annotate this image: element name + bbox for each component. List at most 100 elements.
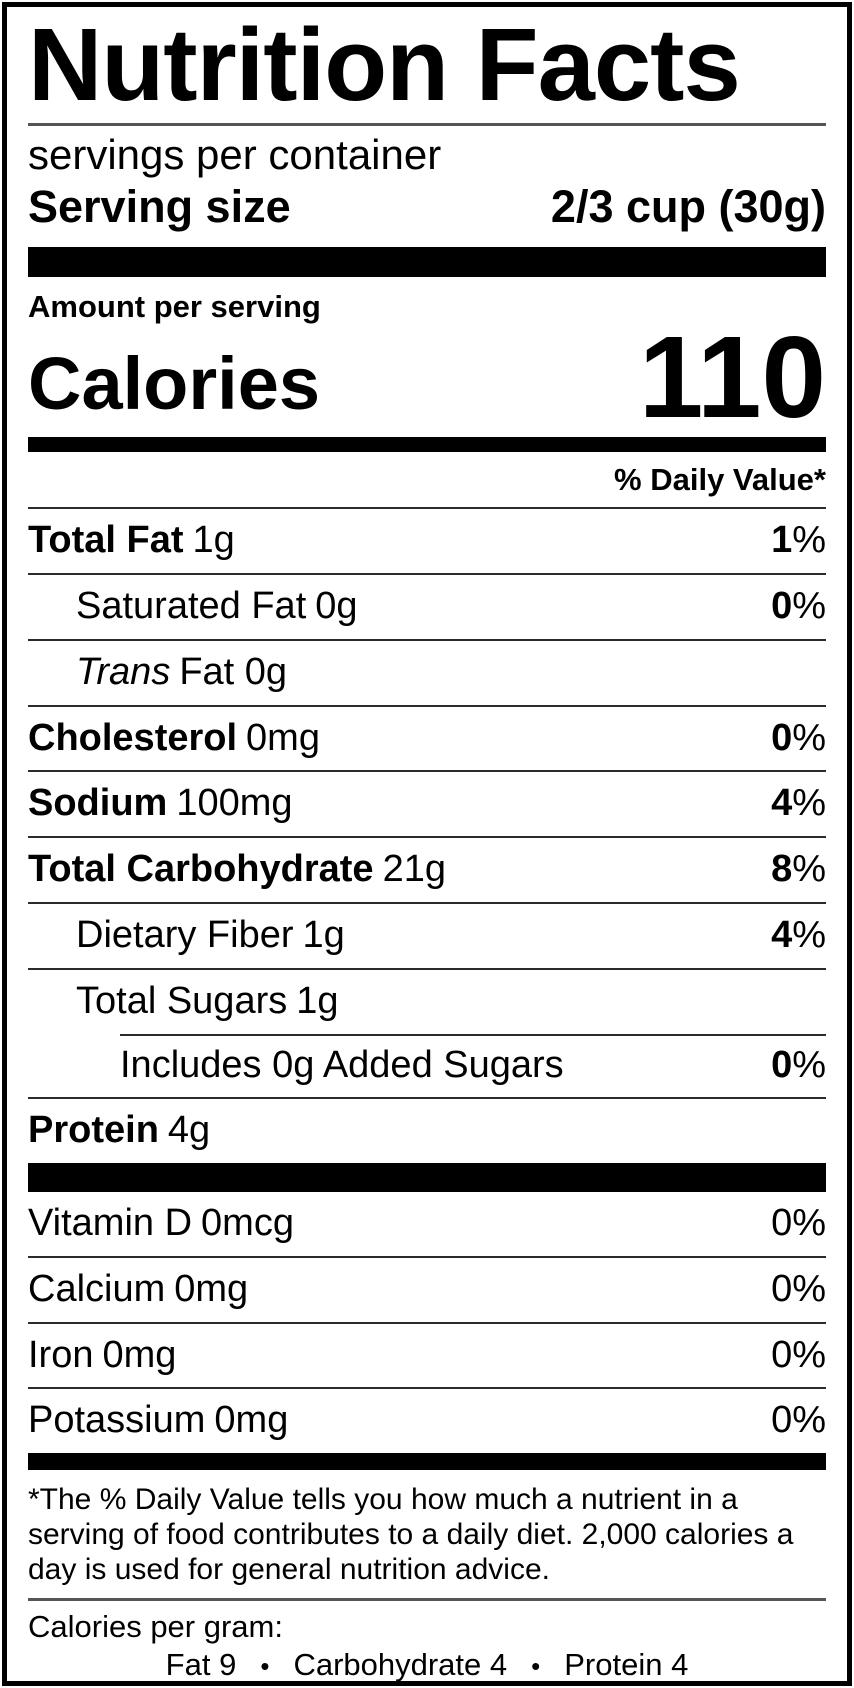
thick-divider-bar-protein <box>28 1163 826 1193</box>
nutrient-text: Saturated Fat 0g <box>76 584 358 628</box>
dv-number: 1 <box>771 519 793 562</box>
dv-number: 0 <box>771 1399 793 1442</box>
vitamin-row-iron: Iron 0mg 0% <box>28 1321 826 1388</box>
daily-value-percent: 0% <box>771 1043 826 1087</box>
daily-value-percent: 1% <box>771 519 826 562</box>
daily-value-percent: 0% <box>771 584 826 628</box>
dv-percent-sign: % <box>792 519 826 562</box>
nutrient-row-protein: Protein 4g <box>28 1097 826 1163</box>
bullet-separator: • <box>531 1651 541 1682</box>
nutrient-text: Total Fat 1g <box>28 519 235 562</box>
dv-percent-sign: % <box>792 1202 826 1245</box>
daily-value-percent: 0% <box>771 1267 826 1311</box>
nutrient-name: Sodium <box>28 782 168 825</box>
nutrient-name: Protein <box>28 1109 159 1152</box>
daily-value-header: % Daily Value* <box>614 462 826 498</box>
nutrient-text: Sodium 100mg <box>28 782 293 825</box>
cpg-item-carbohydrate: Carbohydrate 4 <box>293 1647 508 1683</box>
nutrient-amount: 0mcg <box>201 1202 294 1245</box>
nutrient-row-sodium: Sodium 100mg 4% <box>28 770 826 836</box>
dv-number: 0 <box>771 716 793 759</box>
nutrient-text: Potassium 0mg <box>28 1400 288 1442</box>
nutrient-text: Total Sugars 1g <box>76 979 339 1023</box>
nutrient-name: Trans <box>76 650 171 693</box>
nutrient-amount: 0g <box>315 584 358 627</box>
dv-number: 0 <box>771 584 793 627</box>
calories-per-gram-label: Calories per gram: <box>28 1609 283 1645</box>
title-divider <box>28 123 826 126</box>
nutrient-amount: Fat 0g <box>179 650 288 693</box>
dv-number: 0 <box>771 1267 793 1310</box>
nutrient-amount: 1g <box>302 913 345 956</box>
footnote-text: *The % Daily Value tells you how much a … <box>28 1483 794 1587</box>
dv-number: 0 <box>771 1043 793 1086</box>
daily-value-percent: 0% <box>771 1400 826 1442</box>
nutrient-text: Calcium 0mg <box>28 1267 249 1311</box>
nutrient-amount: 1g <box>296 979 339 1022</box>
nutrient-text: Dietary Fiber 1g <box>76 913 345 957</box>
calories-per-gram-divider <box>28 1598 826 1602</box>
nutrient-text: Trans Fat 0g <box>76 650 288 694</box>
nutrient-row-dietary-fiber: Dietary Fiber 1g 4% <box>28 901 826 968</box>
nutrient-amount: 0mg <box>102 1333 177 1376</box>
nutrient-amount: 4g <box>167 1109 211 1152</box>
dv-percent-sign: % <box>792 782 826 825</box>
nutrient-name: Calcium <box>28 1267 166 1310</box>
vitamin-row-potassium: Potassium 0mg 0% <box>28 1387 826 1453</box>
cpg-item-fat: Fat 9 <box>165 1647 237 1683</box>
daily-value-percent: 0% <box>771 716 826 760</box>
daily-value-percent: 4% <box>771 913 826 957</box>
nutrient-name: Total Fat <box>28 519 184 562</box>
daily-value-percent: 4% <box>771 782 826 825</box>
calories-label: Calories <box>28 342 321 426</box>
vitamin-row-vitamin-d: Vitamin D 0mcg 0% <box>28 1192 826 1256</box>
nutrient-row-trans-fat: Trans Fat 0g <box>28 638 826 705</box>
servings-per-container: servings per container <box>28 131 442 178</box>
nutrient-text: Vitamin D 0mcg <box>28 1202 294 1245</box>
dv-percent-sign: % <box>792 1043 826 1086</box>
nutrient-row-total-carbohydrate: Total Carbohydrate 21g 8% <box>28 836 826 902</box>
serving-size-label: Serving size <box>28 181 291 233</box>
nutrient-name: Includes 0g Added Sugars <box>120 1043 564 1086</box>
dv-percent-sign: % <box>792 848 826 891</box>
nutrient-amount: 1g <box>192 519 235 562</box>
nutrient-amount: 0mg <box>214 1399 289 1442</box>
daily-value-percent: 0% <box>771 1333 826 1377</box>
dv-percent-sign: % <box>792 1333 826 1376</box>
nutrient-amount: 100mg <box>176 782 293 825</box>
daily-value-percent: 8% <box>771 848 826 891</box>
nutrient-name: Dietary Fiber <box>76 913 294 956</box>
dv-number: 0 <box>771 1202 793 1245</box>
nutrient-name: Potassium <box>28 1399 206 1442</box>
nutrient-row-added-sugars: Includes 0g Added Sugars 0% <box>28 1033 826 1098</box>
calories-value: 110 <box>638 312 826 443</box>
cpg-item-protein: Protein 4 <box>564 1647 689 1683</box>
nutrient-amount: 21g <box>382 848 446 891</box>
nutrient-row-cholesterol: Cholesterol 0mg 0% <box>28 704 826 771</box>
medium-divider-bar-bottom <box>28 1453 826 1471</box>
dv-percent-sign: % <box>792 716 826 759</box>
amount-per-serving-label: Amount per serving <box>28 289 321 325</box>
nutrient-name: Cholesterol <box>28 716 238 759</box>
nutrient-row-total-fat: Total Fat 1g 1% <box>28 507 826 573</box>
vitamin-row-calcium: Calcium 0mg 0% <box>28 1255 826 1322</box>
dv-percent-sign: % <box>792 1267 826 1310</box>
nutrient-row-total-sugars: Total Sugars 1g <box>28 967 826 1034</box>
calories-row: Calories 110 <box>28 312 826 443</box>
nutrient-name: Vitamin D <box>28 1202 193 1245</box>
dv-number: 4 <box>771 913 793 956</box>
nutrient-name: Saturated Fat <box>76 584 307 627</box>
serving-size-row: Serving size 2/3 cup (30g) <box>28 180 826 233</box>
nutrient-text: Cholesterol 0mg <box>28 716 320 760</box>
nutrient-row-saturated-fat: Saturated Fat 0g 0% <box>28 572 826 639</box>
nutrient-text: Includes 0g Added Sugars <box>120 1043 573 1087</box>
dv-percent-sign: % <box>792 913 826 956</box>
dv-number: 8 <box>771 848 793 891</box>
bullet-separator: • <box>260 1651 270 1682</box>
medium-divider-bar-calories <box>28 437 826 453</box>
thick-divider-bar-top <box>28 247 826 278</box>
nutrient-text: Total Carbohydrate 21g <box>28 848 446 891</box>
dv-number: 4 <box>771 782 793 825</box>
nutrient-amount: 0mg <box>174 1267 249 1310</box>
dv-percent-sign: % <box>792 584 826 627</box>
